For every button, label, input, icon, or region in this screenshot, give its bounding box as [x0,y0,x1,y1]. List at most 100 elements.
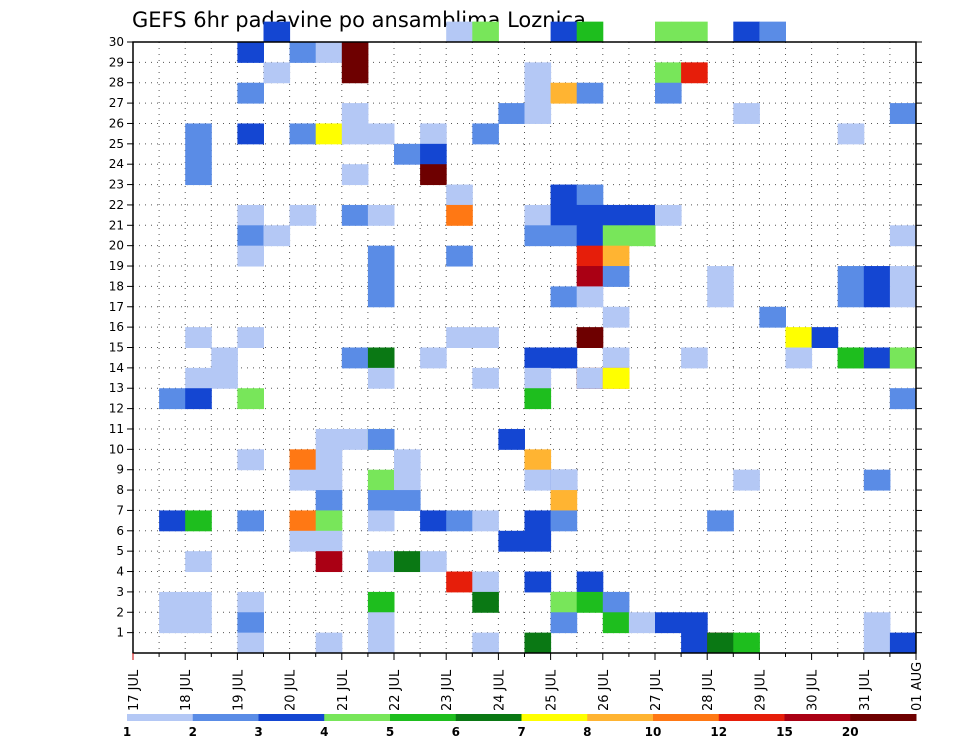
heatmap-cell [289,204,317,226]
heatmap-cell [263,62,291,84]
heatmap-cell [889,632,917,654]
x-tick-label: 31 JUL [858,669,873,711]
colorbar-segment [718,714,785,721]
x-tick-label: 29 JUL [753,669,768,711]
heatmap-cell [315,632,343,654]
heatmap-cell [681,632,708,654]
heatmap-cell [237,449,264,471]
heatmap-cell [602,612,630,634]
colorbar-segment [324,714,391,721]
heatmap-cell [550,510,578,532]
heatmap-cell [550,82,578,104]
heatmap-cell [367,612,395,634]
heatmap-cell [576,225,604,247]
x-tick-label: 27 JUL [649,669,664,711]
heatmap-cell [446,327,473,348]
heatmap-cell [420,143,447,165]
colorbar-label: 15 [776,725,793,739]
heatmap-cell [341,62,369,84]
heatmap-cell [289,123,317,145]
heatmap-cell [159,510,186,532]
heatmap-cell [550,490,578,511]
y-tick-label: 16 [109,320,124,334]
y-tick-label: 30 [109,35,124,49]
heatmap-cell [733,632,760,654]
heatmap-cell [367,510,395,532]
heatmap-cell [420,347,447,369]
y-tick-label: 6 [116,524,124,538]
heatmap-cell [237,225,264,247]
colorbar-label: 8 [583,725,591,739]
heatmap-cell [472,591,499,613]
heatmap-cell [863,612,891,634]
heatmap-cell [367,469,395,491]
y-tick-label: 21 [109,218,124,232]
heatmap-cell [524,225,552,247]
heatmap-cell [550,591,578,613]
y-tick-label: 11 [109,422,124,436]
heatmap-cell [707,510,734,532]
heatmap-cell [394,449,421,471]
heatmap-cell [237,388,264,410]
heatmap-cell [524,103,552,124]
heatmap-cell [367,266,395,287]
y-tick-label: 28 [109,76,124,90]
heatmap-cell [889,388,917,410]
heatmap-cell [550,204,578,226]
heatmap-cell [472,367,499,389]
y-tick-label: 24 [109,157,124,171]
heatmap-cell [394,490,421,511]
heatmap-cell [550,21,578,43]
heatmap-cell [655,82,682,104]
heatmap-cell [472,21,499,43]
colorbar-segment [653,714,720,721]
heatmap-cell [602,591,630,613]
heatmap-cell [394,551,421,573]
heatmap-cell [837,286,865,308]
heatmap-cell [576,591,604,613]
y-tick-label: 14 [109,361,124,375]
heatmap-cell [315,551,343,573]
heatmap-cell [315,469,343,491]
heatmap-cell [550,286,578,308]
heatmap-cell [655,612,682,634]
heatmap-cell [446,204,473,226]
heatmap-cell [472,632,499,654]
heatmap-cell [367,347,395,369]
heatmap-cell [576,286,604,308]
heatmap-cell [602,204,630,226]
heatmap-cell [655,21,682,43]
x-tick-label: 28 JUL [701,669,716,711]
heatmap-cell [341,428,369,450]
x-tick-label: 23 JUL [440,669,455,711]
heatmap-cell [237,245,264,267]
heatmap-cell [420,164,447,186]
heatmap-cell [367,123,395,145]
heatmap-cell [498,428,525,450]
heatmap-cell [185,388,212,410]
x-tick-label: 20 JUL [284,669,299,711]
heatmap-cell [681,612,708,634]
heatmap-cell [628,612,656,634]
heatmap-cell [185,123,212,145]
heatmap-cell [237,591,264,613]
heatmap-cell [759,21,786,43]
heatmap-cell [315,449,343,471]
heatmap-cell [446,245,473,267]
x-tick-label: 30 JUL [806,669,821,711]
heatmap-cell [785,327,813,348]
y-tick-label: 8 [116,483,124,497]
y-tick-label: 4 [116,565,124,579]
y-tick-label: 25 [109,137,124,151]
heatmap-cell [889,347,917,369]
y-tick-label: 2 [116,605,124,619]
heatmap-cell [602,347,630,369]
heatmap-cell [889,286,917,308]
x-tick-label: 19 JUL [231,669,246,711]
colorbar-segment [850,714,917,721]
heatmap-cell [367,367,395,389]
y-tick-label: 18 [109,279,124,293]
heatmap-cell [837,347,865,369]
x-tick-label: 26 JUL [597,669,612,711]
